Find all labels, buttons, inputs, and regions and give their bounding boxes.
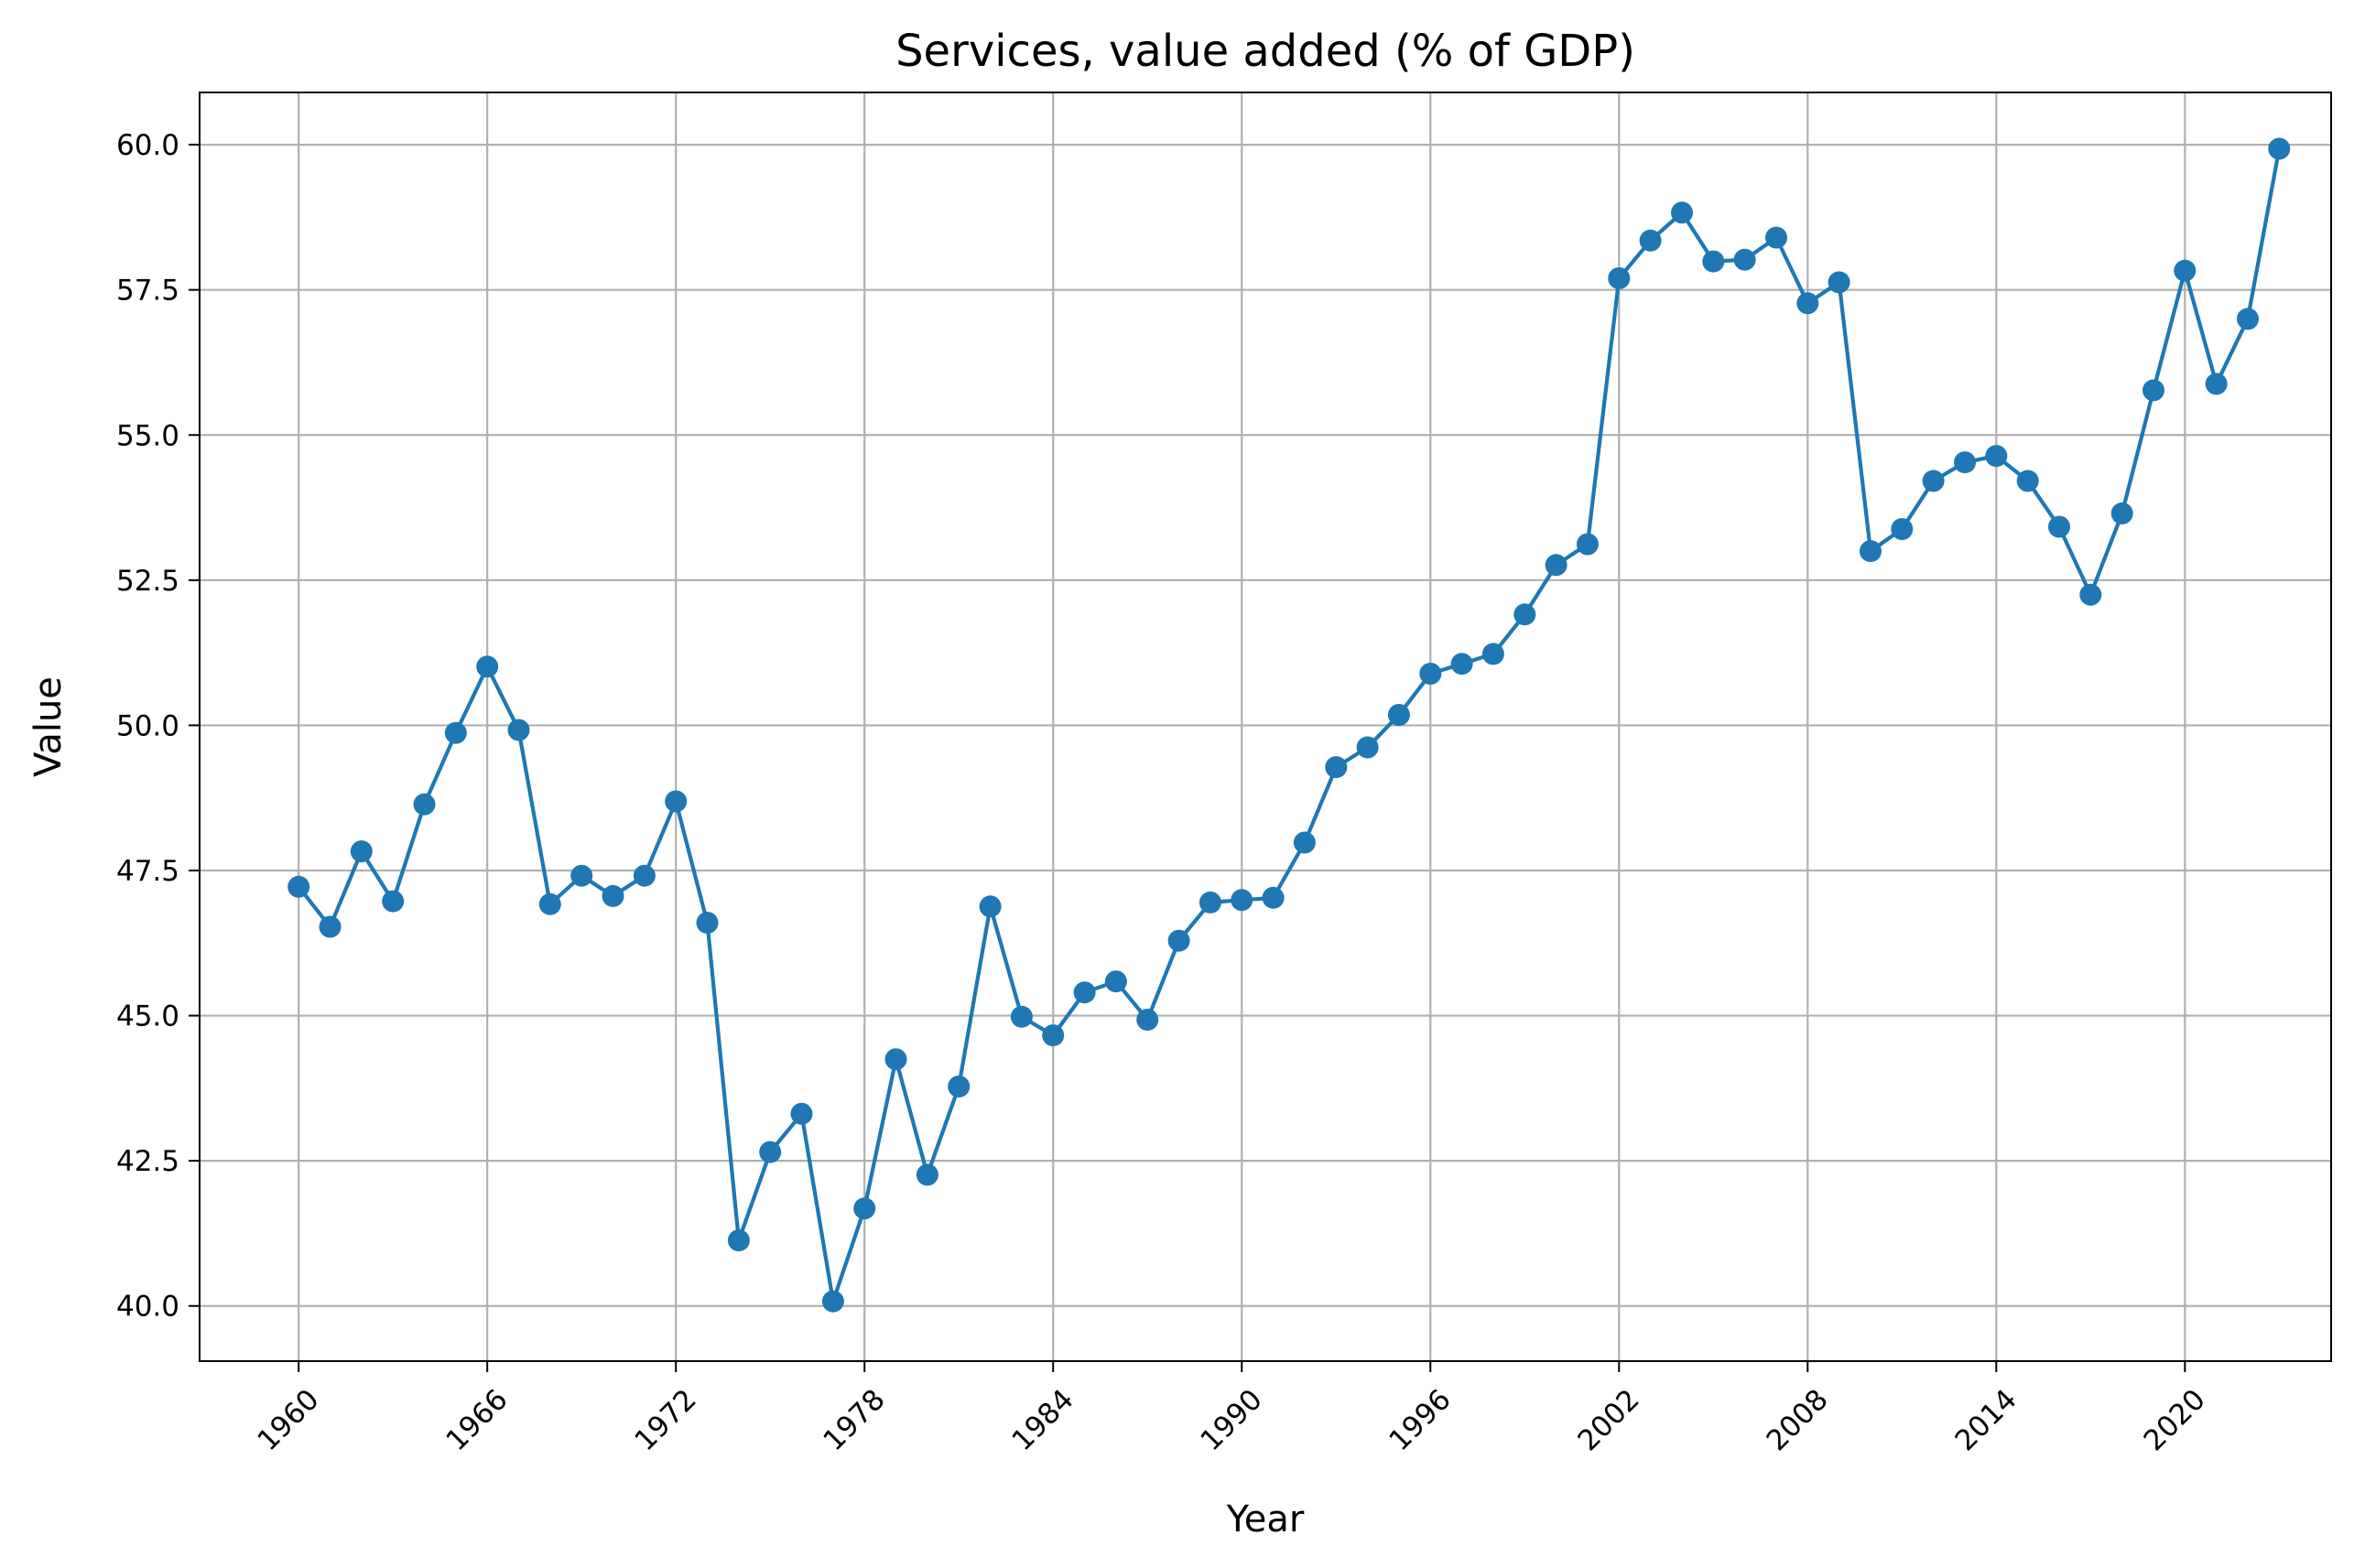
data-point [1010,1005,1033,1028]
data-point [884,1048,907,1071]
y-axis-label: Value [27,676,70,777]
data-point [1576,533,1599,556]
data-point [2268,137,2291,160]
y-tick-label: 57.5 [116,275,179,308]
data-point [790,1102,813,1125]
data-point [1450,653,1473,676]
data-point [759,1141,782,1163]
data-point [2110,502,2133,524]
x-tick-label: 2014 [1949,1383,2023,1457]
data-point [2048,515,2070,538]
data-point [1199,891,1221,914]
data-point [476,655,499,678]
data-point [2237,308,2259,330]
x-tick-label: 1966 [439,1383,514,1457]
data-point [413,793,436,816]
data-point [2205,373,2228,395]
data-point [1262,886,1285,909]
data-point [979,895,1002,918]
data-point [1828,271,1850,294]
data-point [2174,259,2197,282]
data-point [1954,451,1976,474]
data-point [507,719,530,741]
x-tick-label: 1996 [1383,1383,1458,1457]
data-point [382,890,405,913]
data-point [1702,250,1725,273]
x-tick-label: 1984 [1005,1383,1079,1457]
data-point [2016,470,2039,492]
data-point [538,892,561,915]
x-tick-label: 1972 [628,1383,702,1457]
data-point [570,864,593,887]
data-point [853,1197,876,1220]
data-point [1639,229,1662,252]
y-tick-label: 40.0 [116,1291,179,1324]
chart-title: Services, value added (% of GDP) [895,26,1635,77]
y-tick-label: 45.0 [116,1000,179,1033]
data-point [2142,379,2164,402]
data-point [1073,981,1096,1004]
data-point [633,864,656,887]
data-point [916,1163,938,1186]
data-point [665,790,688,813]
data-point [350,840,373,863]
y-tick-label: 55.0 [116,419,179,452]
data-point [602,884,624,907]
data-point [727,1229,750,1252]
data-point [1104,970,1127,993]
data-point [1671,201,1693,224]
data-point [1481,643,1504,665]
data-point [1922,470,1945,492]
data-point [1860,540,1882,563]
y-tick-label: 47.5 [116,855,179,888]
data-point [287,875,310,898]
data-point [1231,889,1253,912]
x-tick-label: 1960 [251,1383,325,1457]
data-point [1387,704,1410,726]
data-point [948,1076,971,1098]
y-tick-label: 42.5 [116,1145,179,1178]
x-tick-label: 1990 [1194,1383,1268,1457]
y-tick-label: 60.0 [116,129,179,162]
data-point [1765,226,1787,249]
data-point [1796,292,1819,315]
data-markers [287,137,2291,1313]
data-point [1293,831,1316,854]
data-point [1325,756,1348,779]
data-point [1419,663,1442,685]
x-tick-label: 2020 [2138,1383,2212,1457]
data-point [1136,1009,1159,1031]
data-point [1513,603,1536,626]
x-tick-label: 2008 [1761,1383,1835,1457]
data-point [444,721,467,744]
y-tick-label: 50.0 [116,709,179,742]
x-tick-label: 2002 [1572,1383,1646,1457]
data-point [1545,554,1568,577]
data-point [821,1290,844,1313]
data-point [1042,1024,1065,1047]
data-point [696,912,719,935]
x-tick-label: 1978 [817,1383,891,1457]
data-point [1167,929,1190,952]
data-point [1608,267,1631,289]
x-axis-label: Year [1226,1498,1305,1541]
series-layer [287,137,2291,1313]
grid-lines [200,92,2331,1361]
data-point [1891,518,1914,540]
data-point [1356,736,1379,759]
y-tick-label: 52.5 [116,565,179,598]
plot-frame [199,92,2332,1362]
data-point [319,915,342,938]
series-line [297,148,2282,1303]
data-point [1985,445,2008,468]
data-point [1733,248,1756,271]
data-point [2079,583,2102,606]
